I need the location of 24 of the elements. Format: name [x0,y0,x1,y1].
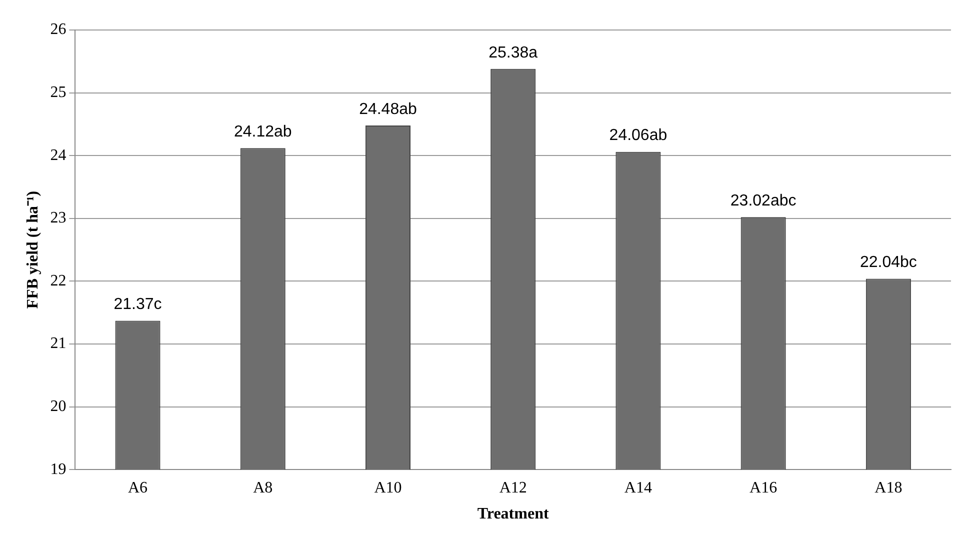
y-tick-label: 26 [50,21,66,38]
y-tick-label: 24 [50,146,66,164]
data-label: 24.12ab [234,123,292,140]
x-tick-label: A14 [624,479,652,496]
data-label: 25.38a [488,44,538,62]
data-label: 24.06ab [609,127,668,144]
data-label: 22.04bc [860,254,917,272]
x-tick-label: A6 [128,479,148,496]
data-label: 24.48ab [359,100,417,118]
x-tick-label: A12 [499,479,527,496]
x-tick-label: A8 [253,479,273,496]
data-label: 21.37c [114,296,162,314]
data-label: 23.02abc [730,192,796,210]
y-tick-label: 20 [50,398,66,416]
y-tick-label: 25 [50,84,66,102]
y-tick-label: 23 [50,210,66,227]
y-tick-label: 22 [50,272,66,290]
y-tick-label: 21 [50,335,66,352]
y-axis-title: FFB yield (t ha⁻¹) [24,190,42,309]
x-axis-title: Treatment [477,506,550,523]
y-tick-label: 19 [50,460,66,478]
x-tick-label: A18 [874,479,902,496]
x-tick-label: A16 [750,479,778,496]
x-tick-label: A10 [374,479,402,496]
